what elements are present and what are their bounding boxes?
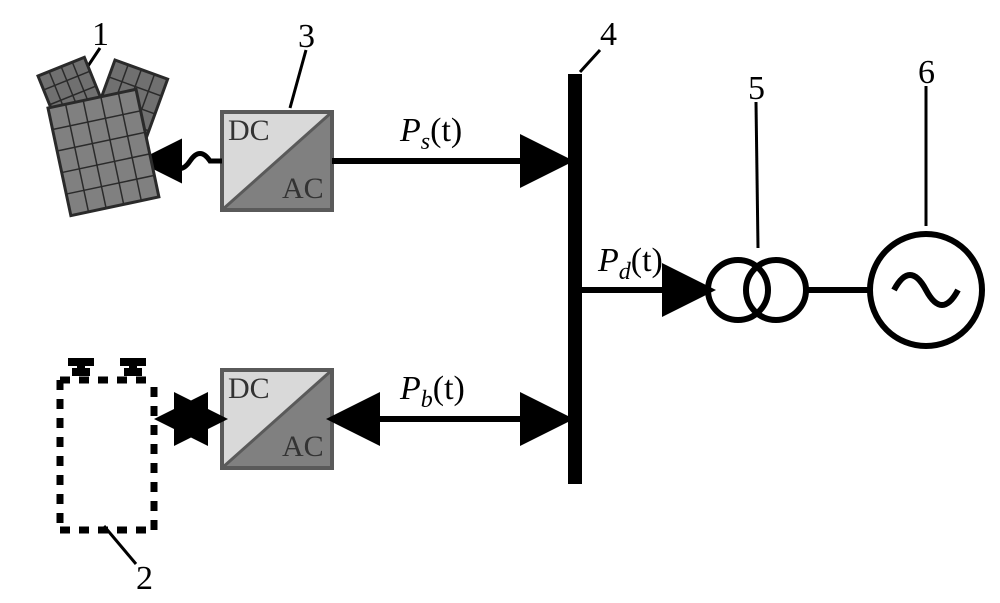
ps-post: (t): [430, 112, 462, 149]
label-pd: Pd(t): [598, 242, 663, 286]
label-pb: Pb(t): [400, 370, 465, 414]
converter-bottom-dc: DC: [228, 372, 270, 406]
label-3: 3: [298, 18, 315, 56]
label-4: 4: [600, 16, 617, 54]
converter-bottom-ac: AC: [282, 430, 324, 464]
pb-pre: P: [400, 370, 421, 407]
converter-top-dc: DC: [228, 114, 270, 148]
pd-pre: P: [598, 242, 619, 279]
schematic-canvas: 1 2 3 4 5 6 DC AC DC AC Ps(t) Pb(t) Pd(t…: [0, 0, 1000, 603]
pd-post: (t): [631, 242, 663, 279]
label-5: 5: [748, 70, 765, 108]
grid-source-icon: [0, 0, 1000, 603]
label-2: 2: [136, 560, 153, 598]
pb-post: (t): [433, 370, 465, 407]
converter-top-ac: AC: [282, 172, 324, 206]
ps-pre: P: [400, 112, 421, 149]
pb-sub: b: [421, 387, 433, 413]
pd-sub: d: [619, 259, 631, 285]
label-6: 6: [918, 54, 935, 92]
label-ps: Ps(t): [400, 112, 462, 156]
ps-sub: s: [421, 129, 430, 155]
label-1: 1: [92, 16, 109, 54]
